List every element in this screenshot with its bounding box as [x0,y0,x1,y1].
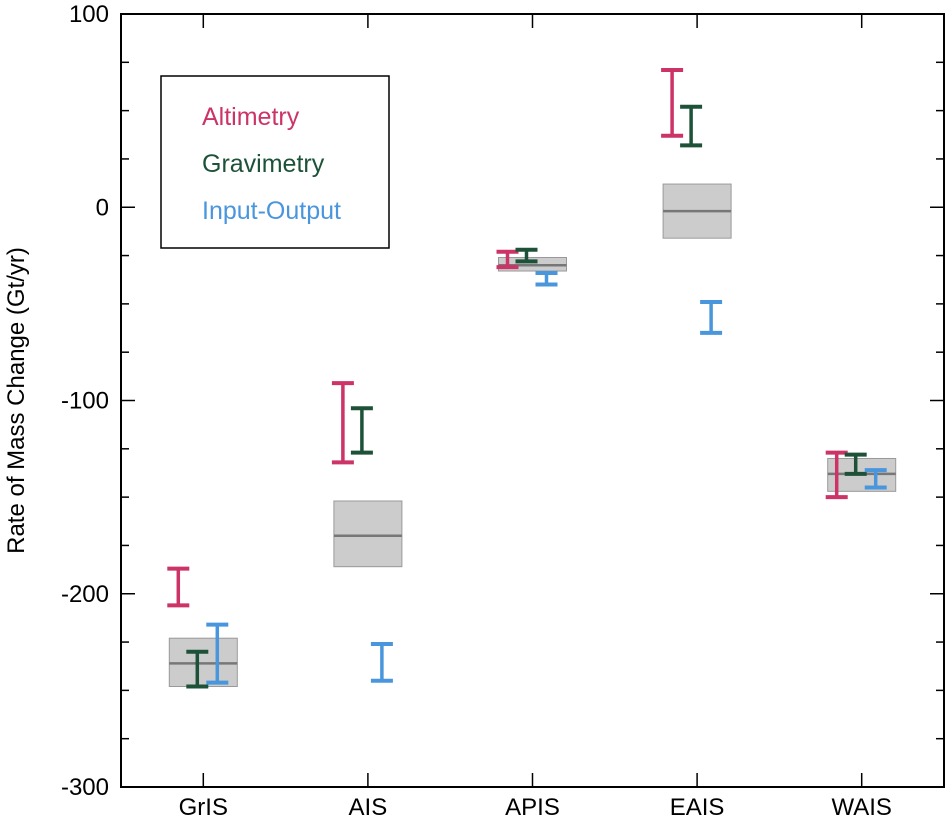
legend-box [160,75,390,249]
y-tick-label: 100 [69,1,109,28]
y-tick-label: -300 [61,774,109,801]
error-bar-altimetry-wais [825,450,848,500]
error-bar-input-output-apis [535,270,558,287]
x-tick-label-gris: GrIS [179,794,228,821]
legend-entry-input-output: Input-Output [202,197,341,225]
error-bar-gravimetry-wais [844,452,867,476]
error-bar-input-output-gris [206,622,229,685]
legend-items: Altimetry Gravimetry Input-Output [202,103,341,225]
error-bar-gravimetry-gris [186,649,209,689]
error-bar-altimetry-gris [167,566,190,608]
error-bar-input-output-wais [864,468,887,490]
error-bar-input-output-ais [370,641,393,683]
reconciled-box-ais [333,500,403,568]
y-tick-label: 0 [96,194,109,221]
error-bar-gravimetry-apis [515,247,538,264]
error-bar-gravimetry-ais [350,406,373,455]
x-tick-label-apis: APIS [505,794,560,821]
error-bar-input-output-eais [700,299,723,335]
legend-entry-altimetry: Altimetry [202,103,300,131]
error-bar-altimetry-eais [661,68,684,138]
legend: Altimetry Gravimetry Input-Output [160,75,390,249]
y-tick-label: -200 [61,581,109,608]
error-bar-altimetry-apis [496,249,519,270]
legend-entry-gravimetry: Gravimetry [202,150,325,178]
x-tick-label-ais: AIS [349,794,388,821]
error-bars [167,68,887,689]
axis-ticks [121,13,944,788]
x-tick-label-eais: EAIS [670,794,725,821]
x-tick-label-wais: WAIS [831,794,891,821]
tick-labels: 100 0 -100 -200 -300 GrIS AIS APIS EAIS WAIS [61,1,892,821]
error-bar-altimetry-ais [331,381,354,465]
error-bar-gravimetry-eais [680,104,703,148]
y-tick-label: -100 [61,388,109,415]
y-axis-title: Rate of Mass Change (Gt/yr) [3,247,30,554]
